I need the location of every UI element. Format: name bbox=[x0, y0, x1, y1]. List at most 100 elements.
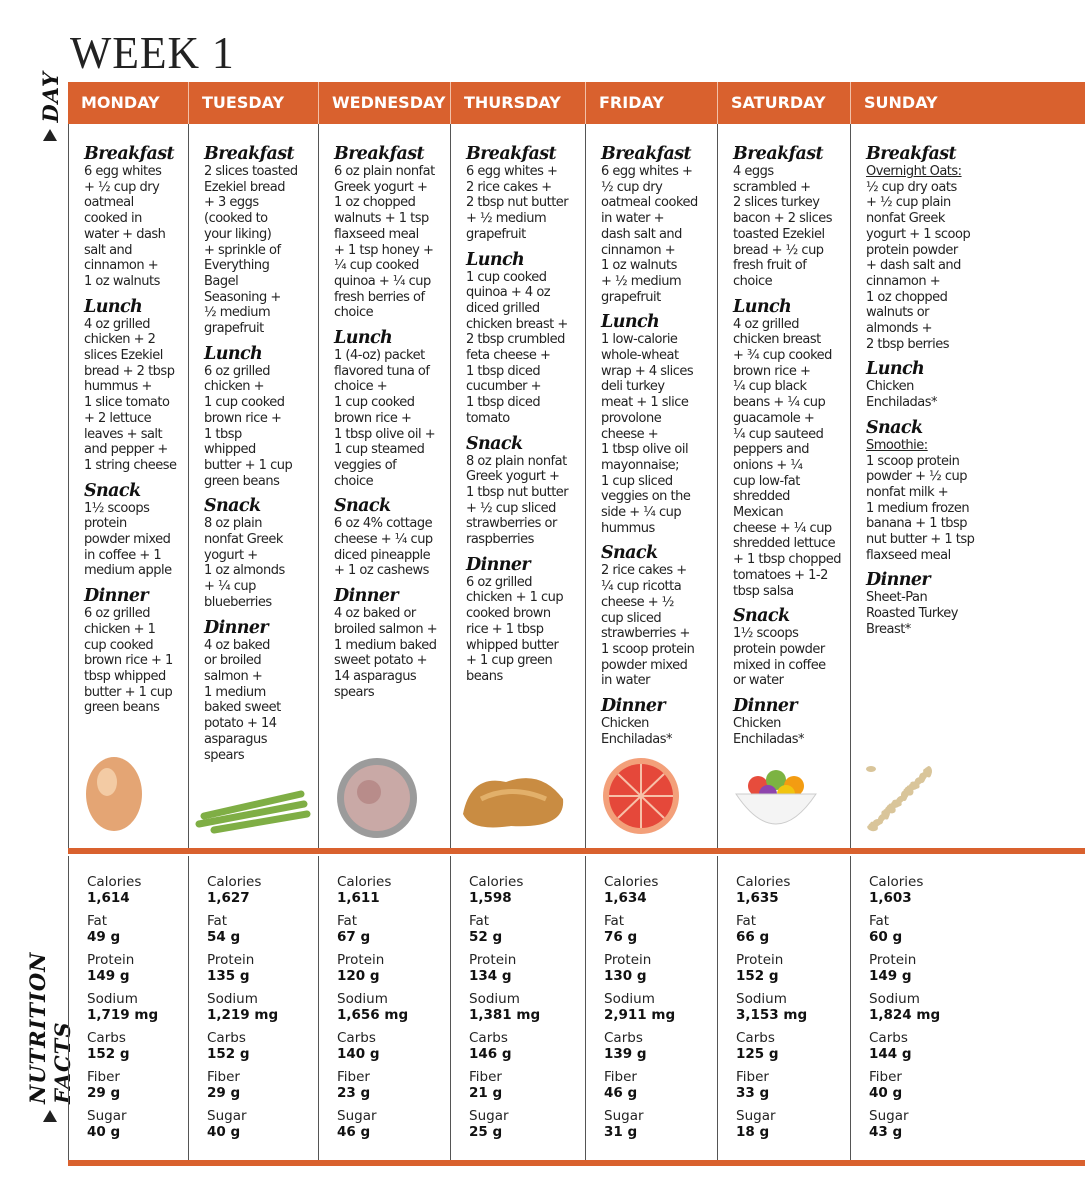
meal-text: (cooked to bbox=[204, 211, 268, 227]
meal-text: + 2 lettuce bbox=[84, 410, 152, 426]
meal-text: 1 oz walnuts bbox=[84, 273, 160, 289]
meal-text: protein bbox=[84, 516, 127, 532]
meal-text: choice bbox=[334, 305, 374, 321]
nutrition-value: 2,911 mg bbox=[604, 1007, 676, 1023]
meal-text: diced grilled bbox=[466, 300, 540, 316]
meal-text: protein powder bbox=[866, 242, 958, 258]
page-title: WEEK 1 bbox=[70, 27, 235, 78]
nutrition-value: 152 g bbox=[87, 1046, 130, 1062]
meal-text: oatmeal cooked bbox=[601, 195, 698, 211]
nutrition-label: Fat bbox=[207, 913, 228, 929]
meal-text: blueberries bbox=[204, 594, 272, 610]
meal-text: onions + ¼ bbox=[733, 457, 803, 473]
day-column: Breakfast 6 egg whites +2 rice cakes +2 t… bbox=[451, 124, 586, 848]
meal-text: banana + 1 tbsp bbox=[866, 516, 968, 532]
nutrition-label: Fiber bbox=[604, 1069, 637, 1085]
meal-text: brown rice + bbox=[334, 410, 412, 426]
nutrition-label: Fiber bbox=[469, 1069, 502, 1085]
meal-text: flavored tuna of bbox=[334, 363, 430, 379]
meal-text: tbsp salsa bbox=[733, 583, 794, 599]
nutrition-value: 149 g bbox=[869, 968, 912, 984]
meal-heading-dinner: Dinner bbox=[866, 570, 931, 591]
meal-text: 6 oz grilled bbox=[466, 574, 533, 590]
meal-text: tomatoes + 1-2 bbox=[733, 567, 828, 583]
nutrition-value: 1,603 bbox=[869, 890, 912, 906]
meal-text: 1½ scoops bbox=[733, 626, 799, 642]
meal-text: chicken + 1 cup bbox=[466, 590, 564, 606]
nutrition-value: 144 g bbox=[869, 1046, 912, 1062]
meal-text: chicken + 2 bbox=[84, 332, 156, 348]
meal-text: + ½ medium bbox=[601, 273, 682, 289]
meal-text: beans bbox=[466, 668, 503, 684]
meal-text: Smoothie: bbox=[866, 437, 928, 453]
meal-text: cup cooked bbox=[84, 637, 154, 653]
meal-text: 2 tbsp nut butter bbox=[466, 195, 569, 211]
meal-heading-dinner: Dinner bbox=[601, 696, 666, 717]
meal-text: chicken + bbox=[204, 379, 264, 395]
nutrition-label: Sugar bbox=[736, 1108, 776, 1124]
meal-text: guacamole + bbox=[733, 410, 815, 426]
meal-text: Seasoning + bbox=[204, 289, 281, 305]
nutrition-value: 23 g bbox=[337, 1085, 371, 1101]
nutrition-value: 76 g bbox=[604, 929, 638, 945]
nutrition-value: 60 g bbox=[869, 929, 903, 945]
nutrition-value: 46 g bbox=[604, 1085, 638, 1101]
meal-text: powder + ½ cup bbox=[866, 469, 967, 485]
nutrition-value: 1,219 mg bbox=[207, 1007, 279, 1023]
meal-text: ½ medium bbox=[204, 305, 271, 321]
nutrition-label: Carbs bbox=[469, 1030, 508, 1046]
meal-text: hummus + bbox=[84, 379, 152, 395]
meal-text: 6 oz 4% cottage bbox=[334, 516, 433, 532]
nutrition-grid: Calories 1,614 Fat 49 g Protein 149 g Sodium 1,… bbox=[68, 856, 1085, 1160]
nutrition-label: Sodium bbox=[469, 991, 520, 1007]
meal-text: strawberries or bbox=[466, 516, 557, 532]
nutrition-label: Fiber bbox=[207, 1069, 240, 1085]
nutrition-value: 25 g bbox=[469, 1124, 503, 1140]
day-header-wednesday: WEDNESDAY bbox=[318, 82, 450, 124]
meal-text: cheese + bbox=[601, 426, 659, 442]
nutrition-value: 40 g bbox=[869, 1085, 903, 1101]
meal-text: 1 tbsp olive oil bbox=[601, 442, 689, 458]
meal-text: toasted Ezekiel bbox=[733, 226, 825, 242]
nutrition-label: Calories bbox=[207, 874, 262, 890]
meal-heading-breakfast: Breakfast bbox=[866, 144, 957, 164]
meal-text: nonfat milk + bbox=[866, 484, 949, 500]
meal-text: hummus bbox=[601, 520, 655, 536]
meal-text: 1 oz chopped bbox=[334, 195, 416, 211]
meal-text: water + dash bbox=[84, 226, 166, 242]
meal-text: veggies of bbox=[334, 457, 397, 473]
meal-text: 6 oz grilled bbox=[84, 606, 151, 622]
nutrition-value: 67 g bbox=[337, 929, 371, 945]
meal-heading-dinner: Dinner bbox=[84, 586, 149, 607]
meal-heading-snack: Snack bbox=[84, 480, 141, 501]
triangle-icon bbox=[43, 1110, 57, 1122]
meal-text: 2 tbsp crumbled bbox=[466, 332, 565, 348]
meal-text: potato + 14 bbox=[204, 716, 277, 732]
meal-text: nut butter + 1 tsp bbox=[866, 532, 975, 548]
nutrition-value: 1,635 bbox=[736, 890, 779, 906]
nutrition-value: 31 g bbox=[604, 1124, 638, 1140]
nutrition-label: Calories bbox=[869, 874, 924, 890]
meal-text: 4 oz baked bbox=[204, 637, 270, 653]
nutrition-value: 152 g bbox=[736, 968, 779, 984]
meal-text: whipped butter bbox=[466, 637, 559, 653]
grapefruit-image bbox=[586, 754, 717, 839]
peanut-butter-image bbox=[451, 754, 585, 839]
meal-text: Breast* bbox=[866, 621, 911, 637]
nutrition-label: Protein bbox=[87, 952, 135, 968]
meal-text: ¼ cup ricotta bbox=[601, 579, 682, 595]
triangle-icon bbox=[43, 128, 57, 141]
meal-text: beans + ¼ cup bbox=[733, 395, 826, 411]
meal-text: dash salt and bbox=[601, 226, 682, 242]
meal-text: meat + 1 slice bbox=[601, 395, 689, 411]
nutrition-label: Calories bbox=[736, 874, 791, 890]
nutrition-value: 1,381 mg bbox=[469, 1007, 541, 1023]
meal-text: cheese + ¼ cup bbox=[334, 532, 433, 548]
meal-heading-breakfast: Breakfast bbox=[84, 144, 175, 164]
meal-text: deli turkey bbox=[601, 379, 665, 395]
meal-text: choice + bbox=[334, 379, 388, 395]
meal-text: bread + ½ cup bbox=[733, 242, 824, 258]
nutrition-column: Calories 1,611 Fat 67 g Protein 120 g Sodium 1,… bbox=[319, 856, 451, 1160]
meal-text: bread + 2 tbsp bbox=[84, 363, 175, 379]
nutrition-value: 29 g bbox=[207, 1085, 241, 1101]
